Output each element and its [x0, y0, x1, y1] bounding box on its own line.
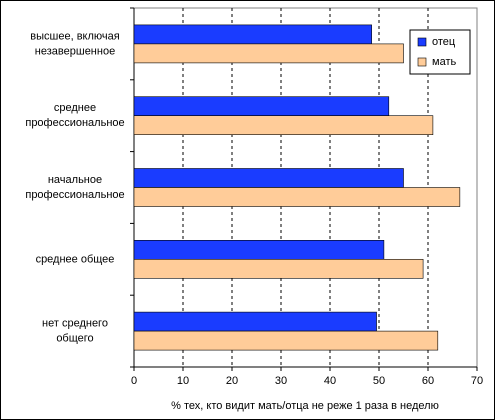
bar	[133, 168, 404, 188]
x-tick-label: 50	[373, 375, 385, 387]
bar	[133, 96, 390, 116]
legend-swatch	[417, 57, 427, 67]
x-tick-label: 70	[471, 375, 483, 387]
x-tick-label: 30	[275, 375, 287, 387]
y-tick-label: начальное профессиональное	[25, 174, 124, 201]
x-tick-label: 40	[324, 375, 336, 387]
legend-label: мать	[432, 56, 456, 68]
legend-label: отец	[432, 36, 456, 48]
legend-swatch	[417, 37, 427, 47]
y-tick-label: среднее профессиональное	[25, 102, 124, 129]
bar	[133, 258, 424, 279]
y-tick-label: нет среднего общего	[42, 318, 108, 345]
x-tick-label: 0	[131, 375, 137, 387]
bar	[133, 24, 372, 45]
y-tick-label: среднее общее	[36, 253, 115, 265]
bar	[133, 240, 385, 260]
x-axis-title: % тех, кто видит мать/отца не реже 1 раз…	[171, 400, 439, 412]
y-tick-label: высшее, включая незавершенное	[30, 30, 119, 57]
x-tick-label: 10	[177, 375, 189, 387]
bar	[133, 43, 404, 64]
legend	[409, 29, 471, 75]
x-tick-label: 20	[226, 375, 238, 387]
bar	[133, 311, 377, 332]
x-tick-label: 60	[422, 375, 434, 387]
bar	[133, 115, 434, 135]
bar	[133, 187, 461, 207]
bar	[133, 330, 439, 351]
